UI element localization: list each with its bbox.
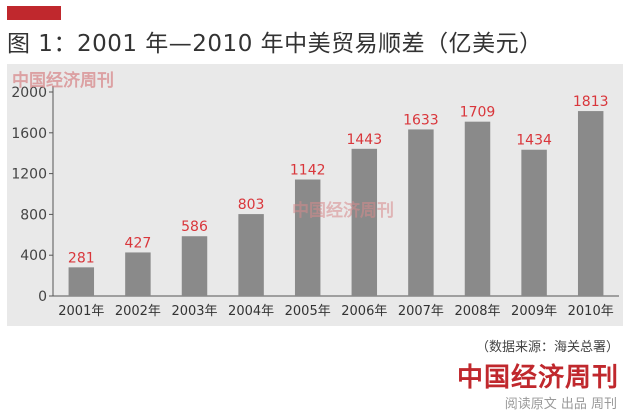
bar [577,111,604,296]
x-tick-label: 2009年 [511,304,557,319]
watermark-middle: 中国经济周刊 [292,201,394,221]
source-note: （数据来源：海关总署） [475,340,619,355]
bar-data-label: 1443 [346,132,382,148]
bar-data-label: 1142 [290,163,326,179]
bar-chart: 0 400 800 1200 1600 2000 281 2001年 427 2002年 586 20… [11,85,619,319]
x-tick-label: 2002年 [115,304,161,319]
bar-data-label: 1434 [516,133,552,149]
y-tick-label: 1200 [11,167,47,183]
watermark-top: 中国经济周刊 [12,71,114,91]
header-accent-bar [7,6,61,20]
bar [238,214,264,296]
footer-subtext: 阅读原文 出品 周刊 [504,397,617,412]
bar-data-label: 803 [238,197,265,213]
x-tick-label: 2005年 [285,304,331,319]
chart-panel: 0 400 800 1200 1600 2000 281 2001年 427 2002年 586 20… [7,64,623,326]
x-tick-label: 2008年 [454,304,500,319]
bar-data-label: 1813 [573,94,609,110]
footer-brand-logo: 中国经济周刊 [456,363,619,393]
bar-data-label: 586 [181,219,208,235]
bar [68,267,95,296]
x-tick-label: 2001年 [58,304,104,319]
y-tick-label: 0 [38,289,47,305]
x-tick-label: 2006年 [341,304,387,319]
bar [351,148,378,296]
x-tick-label: 2007年 [398,304,444,319]
bar [464,121,491,296]
chart-title: 图 1：2001 年—2010 年中美贸易顺差（亿美元） [7,31,543,57]
y-tick-label: 400 [20,248,47,264]
bar-data-label: 1709 [460,105,496,121]
bar [181,236,208,296]
x-tick-label: 2010年 [568,304,614,319]
bar [408,129,434,296]
y-tick-label: 800 [20,207,47,223]
bar [521,149,547,296]
x-tick-label: 2004年 [228,304,274,319]
bar [125,252,151,296]
bar-data-label: 427 [125,235,152,251]
y-tick-label: 1600 [11,126,47,142]
bar-data-label: 281 [68,250,95,266]
bar [294,179,321,296]
bar-data-label: 1633 [403,112,439,128]
y-tick-label: 2000 [11,85,47,101]
x-tick-label: 2003年 [171,304,217,319]
